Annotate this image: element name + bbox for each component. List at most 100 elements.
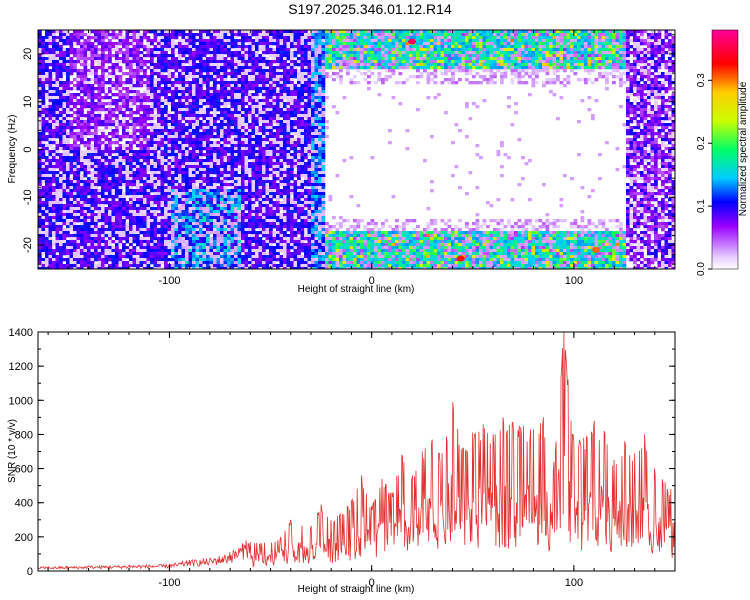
heatmap-cell xyxy=(69,210,74,214)
heatmap-cell xyxy=(139,168,144,172)
heatmap-cell xyxy=(181,144,186,148)
heatmap-cell xyxy=(41,99,46,103)
heatmap-cell xyxy=(265,63,270,67)
heatmap-cell xyxy=(94,57,98,61)
heatmap-cell xyxy=(129,246,133,250)
heatmap-cell xyxy=(108,219,112,223)
heatmap-cell xyxy=(146,108,151,112)
heatmap-cell xyxy=(122,60,126,64)
heatmap-cell xyxy=(136,129,140,133)
heatmap-cell xyxy=(83,261,88,265)
heatmap-cell xyxy=(59,234,63,238)
heatmap-cell xyxy=(216,210,221,214)
heatmap-cell xyxy=(59,255,63,259)
heatmap-cell xyxy=(125,57,130,61)
heatmap-cell xyxy=(237,168,242,172)
heatmap-cell xyxy=(192,219,196,223)
heatmap-cell xyxy=(94,60,98,64)
heatmap-cell xyxy=(111,30,116,34)
heatmap-cell xyxy=(139,204,144,208)
heatmap-cell xyxy=(195,252,200,256)
heatmap-cell xyxy=(111,33,116,37)
heatmap-cell xyxy=(83,51,88,55)
heatmap-cell xyxy=(195,45,200,49)
heatmap-cell xyxy=(255,210,259,214)
heatmap-cell xyxy=(101,72,105,76)
heatmap-cell xyxy=(185,114,189,118)
heatmap-cell xyxy=(216,222,221,226)
heatmap-cell xyxy=(94,117,98,121)
heatmap-cell xyxy=(227,195,231,199)
heatmap-cell xyxy=(195,216,200,220)
heatmap-cell xyxy=(52,63,56,67)
heatmap-cell xyxy=(188,66,193,70)
heatmap-cell xyxy=(125,33,130,37)
heatmap-cell xyxy=(73,168,77,172)
heatmap-cell xyxy=(181,207,186,211)
heatmap-cell xyxy=(122,120,126,124)
heatmap-cell xyxy=(223,222,228,226)
heatmap-cell xyxy=(136,84,140,88)
heatmap-cell xyxy=(174,201,179,205)
heatmap-cell xyxy=(143,258,147,262)
heatmap-cell xyxy=(269,210,273,214)
heatmap-cell xyxy=(171,183,175,187)
heatmap-cell xyxy=(73,126,77,130)
heatmap-cell xyxy=(241,87,245,91)
heatmap-cell xyxy=(143,231,147,235)
heatmap-cell xyxy=(97,177,102,181)
heatmap-cell xyxy=(118,186,123,190)
heatmap-cell xyxy=(251,135,256,139)
heatmap-cell xyxy=(237,183,242,187)
heatmap-cell xyxy=(94,66,98,70)
heatmap-cell xyxy=(223,249,228,253)
heatmap-cell xyxy=(90,69,95,73)
heatmap-cell xyxy=(216,213,221,217)
heatmap-cell xyxy=(244,33,249,37)
heatmap-cell xyxy=(227,99,231,103)
heatmap-cell xyxy=(45,180,49,184)
heatmap-cell xyxy=(160,198,165,202)
heatmap-cell xyxy=(223,39,228,43)
heatmap-cell xyxy=(160,186,165,190)
heatmap-cell xyxy=(66,186,70,190)
heatmap-cell xyxy=(136,81,140,85)
heatmap-cell xyxy=(101,168,105,172)
heatmap-cell xyxy=(104,138,109,142)
heatmap-cell xyxy=(230,75,235,79)
heatmap-cell xyxy=(45,96,49,100)
heatmap-cell xyxy=(171,246,175,250)
heatmap-cell xyxy=(206,237,210,241)
heatmap-cell xyxy=(69,204,74,208)
heatmap-cell xyxy=(143,102,147,106)
heatmap-cell xyxy=(174,132,179,136)
heatmap-cell xyxy=(69,45,74,49)
heatmap-cell xyxy=(209,102,214,106)
heatmap-cell xyxy=(216,156,221,160)
heatmap-cell xyxy=(38,237,42,241)
heatmap-cell xyxy=(45,168,49,172)
heatmap-cell xyxy=(174,102,179,106)
heatmap-cell xyxy=(188,48,193,52)
heatmap-cell xyxy=(188,186,193,190)
heatmap-cell xyxy=(157,258,161,262)
heatmap-cell xyxy=(237,42,242,46)
heatmap-cell xyxy=(48,198,53,202)
heatmap-cell xyxy=(55,81,60,85)
heatmap-cell xyxy=(188,96,193,100)
heatmap-cell xyxy=(199,126,203,130)
heatmap-cell xyxy=(94,96,98,100)
heatmap-cell xyxy=(48,261,53,265)
heatmap-cell xyxy=(139,126,144,130)
heatmap-cell xyxy=(255,36,259,40)
heatmap-cell xyxy=(38,93,42,97)
heatmap-cell xyxy=(69,159,74,163)
heatmap-cell xyxy=(164,240,168,244)
heatmap-cell xyxy=(80,120,84,124)
heatmap-cell xyxy=(202,66,207,70)
heatmap-cell xyxy=(164,231,168,235)
heatmap-cell xyxy=(66,102,70,106)
heatmap-cell xyxy=(90,255,95,259)
heatmap-cell xyxy=(209,219,214,223)
heatmap-cell xyxy=(115,81,119,85)
